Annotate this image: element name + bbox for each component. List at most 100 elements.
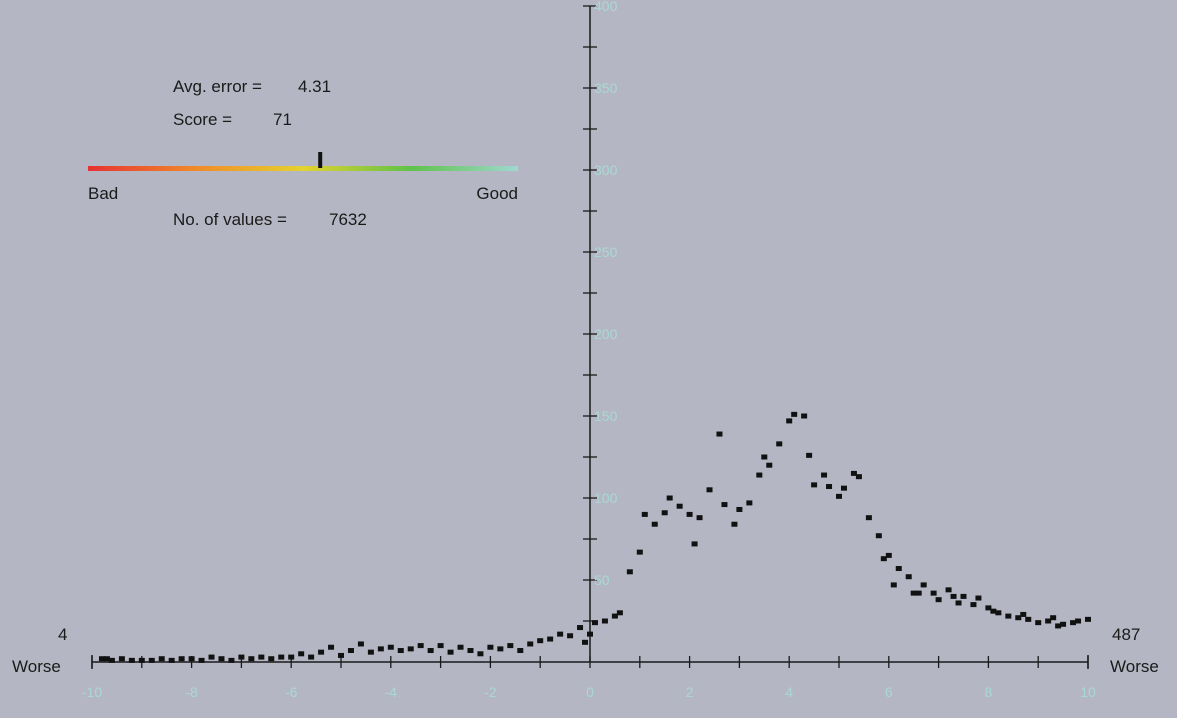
x-tick-label: 0	[586, 684, 594, 700]
data-point	[776, 441, 783, 447]
data-point	[587, 631, 593, 637]
axes: -10 -8 -6 -4 -2 0 2 4 6 8 10 50 100 150 200 250 300 350 4…	[82, 0, 1096, 700]
y-tick-label: 100	[594, 490, 618, 506]
data-point	[527, 641, 534, 647]
score-bar	[88, 166, 518, 171]
right-count: 487	[1112, 625, 1140, 644]
score-marker	[318, 152, 323, 168]
data-point	[318, 649, 325, 655]
data-point	[158, 656, 165, 662]
bad-label: Bad	[88, 184, 118, 203]
data-point	[910, 590, 917, 596]
data-point	[507, 643, 514, 649]
data-point	[198, 657, 205, 663]
data-point	[651, 521, 658, 527]
x-tick-label: 10	[1080, 684, 1096, 700]
x-tick-label: -6	[285, 684, 298, 700]
x-tick-label: 6	[885, 684, 893, 700]
y-tick-label: 300	[594, 162, 618, 178]
y-tick-labels: 50 100 150 200 250 300 350 400	[594, 0, 618, 588]
data-point	[746, 500, 753, 506]
data-point	[616, 610, 623, 616]
data-point	[118, 656, 125, 662]
count-value: 7632	[329, 210, 367, 229]
data-point	[676, 503, 683, 509]
data-point	[975, 595, 982, 601]
x-tick-label: 4	[785, 684, 793, 700]
data-point	[826, 484, 833, 490]
score-value: 71	[273, 110, 292, 129]
data-point	[836, 493, 842, 499]
data-point	[1025, 616, 1032, 622]
left-worse-label: Worse	[12, 657, 61, 676]
data-point	[1005, 613, 1012, 619]
data-point	[487, 644, 494, 650]
y-tick-label: 250	[594, 244, 618, 260]
data-point	[447, 649, 454, 655]
data-point	[178, 656, 185, 662]
stats-panel: Avg. error = 4.31 Score = 71 Bad Good No…	[88, 77, 518, 229]
y-tick-label: 400	[594, 0, 618, 14]
data-point	[278, 654, 285, 660]
data-point	[850, 470, 857, 476]
data-point	[875, 533, 882, 539]
data-point	[945, 587, 952, 593]
data-point	[437, 643, 444, 649]
data-point	[721, 502, 728, 508]
data-point	[367, 649, 374, 655]
left-count: 4	[58, 625, 67, 644]
data-point	[1075, 618, 1082, 624]
data-point	[791, 411, 798, 417]
x-tick-label: 8	[985, 684, 993, 700]
data-point	[268, 656, 275, 662]
data-point	[1085, 616, 1091, 622]
data-point	[885, 552, 892, 558]
data-point	[208, 654, 215, 660]
data-point	[591, 620, 598, 626]
data-point	[1070, 620, 1077, 626]
x-tick-label: -2	[484, 684, 497, 700]
data-point	[890, 582, 897, 588]
data-point	[601, 618, 608, 624]
y-ticks	[583, 5, 597, 622]
data-point	[457, 644, 464, 650]
y-tick-label: 150	[594, 408, 618, 424]
data-point	[985, 605, 992, 611]
data-point	[995, 610, 1002, 616]
data-point	[661, 510, 668, 516]
data-point	[696, 515, 703, 521]
data-point	[1035, 620, 1042, 626]
data-point	[736, 506, 743, 512]
x-tick-label: 2	[686, 684, 694, 700]
data-point	[417, 643, 424, 649]
data-point	[636, 549, 643, 555]
data-point	[626, 569, 633, 575]
data-point	[377, 646, 384, 652]
avg-error-value: 4.31	[298, 77, 331, 96]
data-point	[960, 593, 967, 599]
data-point	[497, 646, 504, 652]
data-point	[915, 590, 922, 596]
data-point	[238, 654, 245, 660]
data-point	[806, 452, 813, 458]
data-point	[666, 495, 673, 501]
data-point	[756, 472, 763, 478]
data-point	[298, 651, 305, 657]
data-point	[821, 472, 828, 478]
data-point	[1060, 621, 1067, 627]
data-point	[427, 648, 434, 654]
y-tick-label: 50	[594, 572, 610, 588]
data-point	[577, 625, 584, 631]
data-point	[880, 556, 887, 562]
data-point	[357, 641, 364, 647]
score-label: Score =	[173, 110, 232, 129]
data-point	[855, 474, 862, 480]
data-point	[567, 633, 574, 639]
data-point	[108, 657, 115, 663]
x-tick-label: -4	[385, 684, 398, 700]
data-point	[218, 656, 225, 662]
data-point	[258, 654, 265, 660]
data-point	[786, 418, 793, 424]
data-point	[950, 593, 957, 599]
